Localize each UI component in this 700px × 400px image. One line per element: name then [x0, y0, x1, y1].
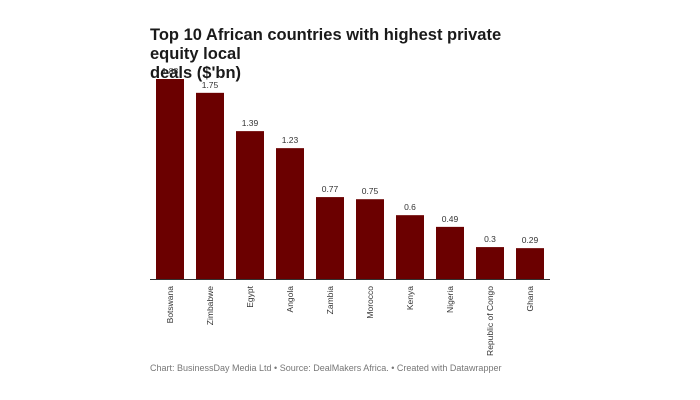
bar-ghana: [516, 248, 544, 279]
chart-title-line-2: deals ($'bn): [150, 64, 242, 82]
value-label: 0.3: [484, 234, 496, 244]
value-label: 1.39: [242, 118, 259, 128]
category-label: Angola: [285, 286, 295, 313]
bar-morocco: [356, 199, 384, 279]
chart-footer: Chart: BusinessDay Media Ltd • Source: D…: [150, 363, 502, 373]
category-label: Ghana: [525, 286, 535, 312]
value-label: 0.49: [442, 214, 459, 224]
value-label: 0.77: [322, 184, 339, 194]
chart-title-line-1: Top 10 African countries with highest pr…: [150, 26, 502, 63]
bar-zimbabwe: [196, 92, 224, 279]
category-label: Nigeria: [445, 286, 455, 313]
category-label: Republic of Congo: [485, 286, 495, 356]
category-label: Zimbabwe: [205, 286, 215, 325]
bar-kenya: [396, 215, 424, 279]
value-label: 0.6: [404, 202, 416, 212]
bar-egypt: [236, 131, 264, 279]
value-label: 0.75: [362, 186, 379, 196]
value-label: 1.88: [162, 66, 179, 76]
bar-botswana: [156, 79, 184, 279]
category-label: Kenya: [405, 286, 415, 310]
bar-nigeria: [436, 226, 464, 279]
category-label: Egypt: [245, 285, 255, 307]
bar-angola: [276, 148, 304, 279]
chart-title: Top 10 African countries with highest pr…: [150, 26, 550, 83]
bar-republic-of-congo: [476, 247, 504, 279]
value-label: 0.29: [522, 235, 539, 245]
category-label: Zambia: [325, 286, 335, 315]
value-label: 1.75: [202, 80, 219, 90]
bar-zambia: [316, 197, 344, 279]
category-label: Morocco: [365, 286, 375, 319]
value-label: 1.23: [282, 135, 299, 145]
category-label: Botswana: [165, 286, 175, 324]
